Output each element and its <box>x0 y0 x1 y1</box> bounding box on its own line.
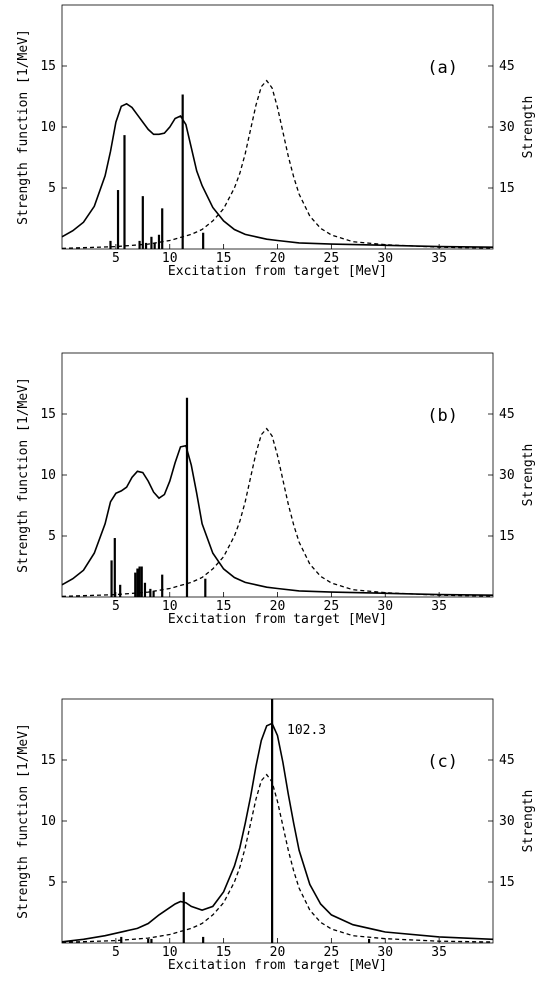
x-tick-label: 25 <box>324 599 340 614</box>
dashed-curve <box>61 773 494 944</box>
x-tick-label: 10 <box>162 251 178 266</box>
x-axis-label: Excitation from target [MeV] <box>168 958 387 973</box>
x-tick-label: 15 <box>216 599 232 614</box>
plot-frame <box>61 4 494 250</box>
x-tick-label: 35 <box>431 945 447 960</box>
x-tick-label: 5 <box>112 251 120 266</box>
y2-axis-label: Strength <box>521 444 536 507</box>
y2-tick-label: 45 <box>499 753 515 768</box>
x-tick-label: 5 <box>112 945 120 960</box>
panel-label: (c) <box>427 752 458 772</box>
y2-tick-label: 30 <box>499 120 515 135</box>
x-tick-label: 35 <box>431 599 447 614</box>
solid-curve <box>61 102 494 248</box>
x-tick-label: 35 <box>431 251 447 266</box>
y-tick-label: 15 <box>40 753 56 768</box>
solid-curve <box>61 722 494 943</box>
x-tick-label: 25 <box>324 251 340 266</box>
dashed-curve <box>61 427 494 598</box>
x-tick-label: 20 <box>270 251 286 266</box>
y-tick-label: 5 <box>48 875 56 890</box>
solid-curve <box>61 444 494 596</box>
x-axis-label: Excitation from target [MeV] <box>168 264 387 279</box>
y2-tick-label: 45 <box>499 59 515 74</box>
x-tick-label: 20 <box>270 599 286 614</box>
x-tick-label: 30 <box>377 599 393 614</box>
x-axis-label: Excitation from target [MeV] <box>168 612 387 627</box>
y-axis-label: Strength function [1/MeV] <box>16 723 31 919</box>
dashed-curve <box>61 79 494 250</box>
y2-axis-label: Strength <box>521 96 536 159</box>
y-tick-label: 15 <box>40 407 56 422</box>
x-tick-label: 5 <box>112 599 120 614</box>
panel-label: (a) <box>427 58 458 78</box>
y2-axis-label: Strength <box>521 790 536 853</box>
y2-tick-label: 15 <box>499 875 515 890</box>
y2-tick-label: 30 <box>499 468 515 483</box>
y2-tick-label: 30 <box>499 814 515 829</box>
panel-label: (b) <box>427 406 458 426</box>
x-tick-label: 25 <box>324 945 340 960</box>
x-tick-label: 15 <box>216 251 232 266</box>
y-axis-label: Strength function [1/MeV] <box>16 377 31 573</box>
peak-annotation: 102.3 <box>287 723 326 738</box>
y2-tick-label: 15 <box>499 529 515 544</box>
plot-frame <box>61 352 494 598</box>
y2-tick-label: 45 <box>499 407 515 422</box>
y-tick-label: 10 <box>40 814 56 829</box>
y-tick-label: 10 <box>40 468 56 483</box>
y-tick-label: 5 <box>48 181 56 196</box>
x-tick-label: 30 <box>377 251 393 266</box>
y2-tick-label: 15 <box>499 181 515 196</box>
x-tick-label: 20 <box>270 945 286 960</box>
x-tick-label: 10 <box>162 599 178 614</box>
x-tick-label: 15 <box>216 945 232 960</box>
y-tick-label: 5 <box>48 529 56 544</box>
x-tick-label: 10 <box>162 945 178 960</box>
y-tick-label: 15 <box>40 59 56 74</box>
x-tick-label: 30 <box>377 945 393 960</box>
y-tick-label: 10 <box>40 120 56 135</box>
y-axis-label: Strength function [1/MeV] <box>16 29 31 225</box>
